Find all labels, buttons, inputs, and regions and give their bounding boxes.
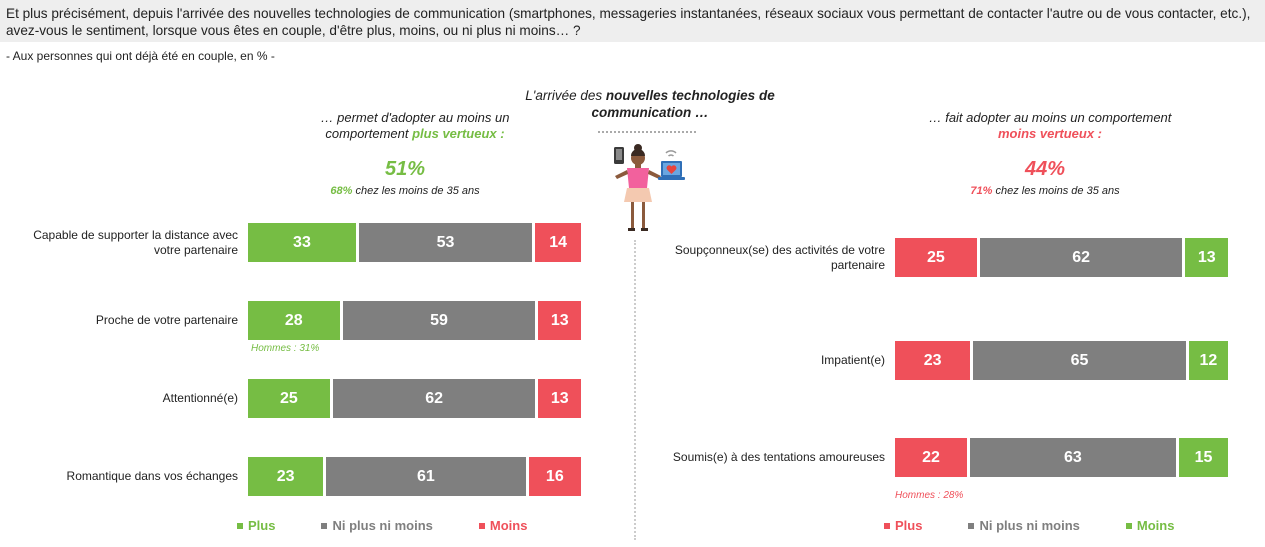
right-legend-moins: Moins <box>1125 518 1175 533</box>
center-title-intro: L'arrivée des <box>525 88 606 103</box>
question-text: Et plus précisément, depuis l'arrivée de… <box>6 6 1251 38</box>
center-title-emphasis: nouvelles technologies de communication … <box>591 88 775 120</box>
right-percentage-note-value: 71% <box>970 185 993 197</box>
bar-segment: 23 <box>248 457 324 496</box>
right-legend-plus: Plus <box>884 518 922 533</box>
green-square-icon <box>1125 522 1132 529</box>
left-percentage-note: 68% chez les moins de 35 ans <box>275 185 535 197</box>
right-legend: Plus Ni plus ni moins Moins <box>884 518 1174 533</box>
woman-with-devices-icon <box>614 144 685 231</box>
left-percentage-note-text: chez les moins de 35 ans <box>352 185 480 197</box>
center-divider <box>598 131 696 133</box>
left-subtitle: … permet d'adopter au moins un comportem… <box>280 110 550 142</box>
bar-segment: 13 <box>538 301 581 340</box>
bar-segment: 16 <box>528 457 581 496</box>
vertical-divider <box>634 240 636 540</box>
category-label: Soumis(e) à des tentations amoureuses <box>672 450 885 464</box>
bar-segment: 22 <box>895 438 967 477</box>
bar-segment: 13 <box>538 379 581 418</box>
bar-segment: 14 <box>535 223 581 262</box>
right-legend-neutral: Ni plus ni moins <box>968 518 1080 533</box>
red-square-icon <box>478 522 485 529</box>
base-note: - Aux personnes qui ont déjà été en coup… <box>6 49 275 63</box>
right-subtitle-emphasis: moins vertueux : <box>997 126 1103 141</box>
grey-square-icon <box>321 522 328 529</box>
bar-segment: 28 <box>248 301 340 340</box>
question-header: Et plus précisément, depuis l'arrivée de… <box>0 0 1265 42</box>
left-legend-plus: Plus <box>237 518 275 533</box>
right-percentage-note-text: chez les moins de 35 ans <box>992 185 1120 197</box>
bar-segment: 61 <box>326 457 526 496</box>
left-legend: Plus Ni plus ni moins Moins <box>237 518 527 533</box>
bar-segment: 53 <box>358 223 533 262</box>
category-label: Soupçonneux(se) des activités de votre p… <box>674 242 885 272</box>
right-men-note: Hommes : 28% <box>895 490 964 501</box>
grey-square-icon <box>968 522 975 529</box>
left-subtitle-emphasis: plus vertueux : <box>412 126 505 141</box>
category-label: Proche de votre partenaire <box>95 313 238 327</box>
green-square-icon <box>237 522 243 529</box>
bar-segment: 25 <box>248 379 330 418</box>
stacked-bar: 28 59 13 <box>248 301 581 340</box>
stacked-bar: 23 65 12 <box>895 341 1228 380</box>
category-label: Capable de supporter la distance avec vo… <box>33 227 238 257</box>
left-legend-moins: Moins <box>478 518 528 533</box>
left-legend-neutral-label: Ni plus ni moins <box>332 518 433 533</box>
bar-segment: 63 <box>969 438 1176 477</box>
bar-segment: 62 <box>332 379 536 418</box>
right-percentage-note: 71% chez les moins de 35 ans <box>915 185 1175 197</box>
left-legend-plus-label: Plus <box>248 518 276 533</box>
bar-segment: 12 <box>1188 341 1228 380</box>
right-legend-neutral-label: Ni plus ni moins <box>979 518 1080 533</box>
right-subtitle: … fait adopter au moins un comportement … <box>925 110 1175 142</box>
stacked-bar: 22 63 15 <box>895 438 1228 477</box>
stacked-bar: 33 53 14 <box>248 223 581 262</box>
bar-segment: 59 <box>342 301 536 340</box>
left-subtitle-text: … permet d'adopter au moins un comportem… <box>320 110 510 141</box>
category-label: Impatient(e) <box>820 353 885 367</box>
bar-segment: 25 <box>895 238 977 277</box>
left-legend-neutral: Ni plus ni moins <box>321 518 433 533</box>
right-subtitle-text: … fait adopter au moins un comportement <box>928 110 1172 125</box>
bar-segment: 62 <box>979 238 1183 277</box>
bar-segment: 13 <box>1185 238 1228 277</box>
stacked-bar: 25 62 13 <box>895 238 1228 277</box>
bar-segment: 15 <box>1178 438 1228 477</box>
bar-segment: 33 <box>248 223 356 262</box>
right-legend-plus-label: Plus <box>895 518 923 533</box>
left-percentage-note-value: 68% <box>330 185 353 197</box>
red-square-icon <box>884 522 890 529</box>
stacked-bar: 23 61 16 <box>248 457 581 496</box>
center-title: L'arrivée des nouvelles technologies de … <box>500 87 800 121</box>
right-legend-moins-label: Moins <box>1136 518 1175 533</box>
stacked-bar: 25 62 13 <box>248 379 581 418</box>
left-percentage: 51% <box>384 158 426 180</box>
right-percentage: 44% <box>1024 158 1066 180</box>
left-legend-moins-label: Moins <box>489 518 528 533</box>
category-label: Attentionné(e) <box>162 391 238 405</box>
category-label: Romantique dans vos échanges <box>66 469 238 483</box>
bar-segment: 65 <box>973 341 1186 380</box>
bar-segment: 23 <box>895 341 971 380</box>
left-men-note: Hommes : 31% <box>251 343 320 354</box>
